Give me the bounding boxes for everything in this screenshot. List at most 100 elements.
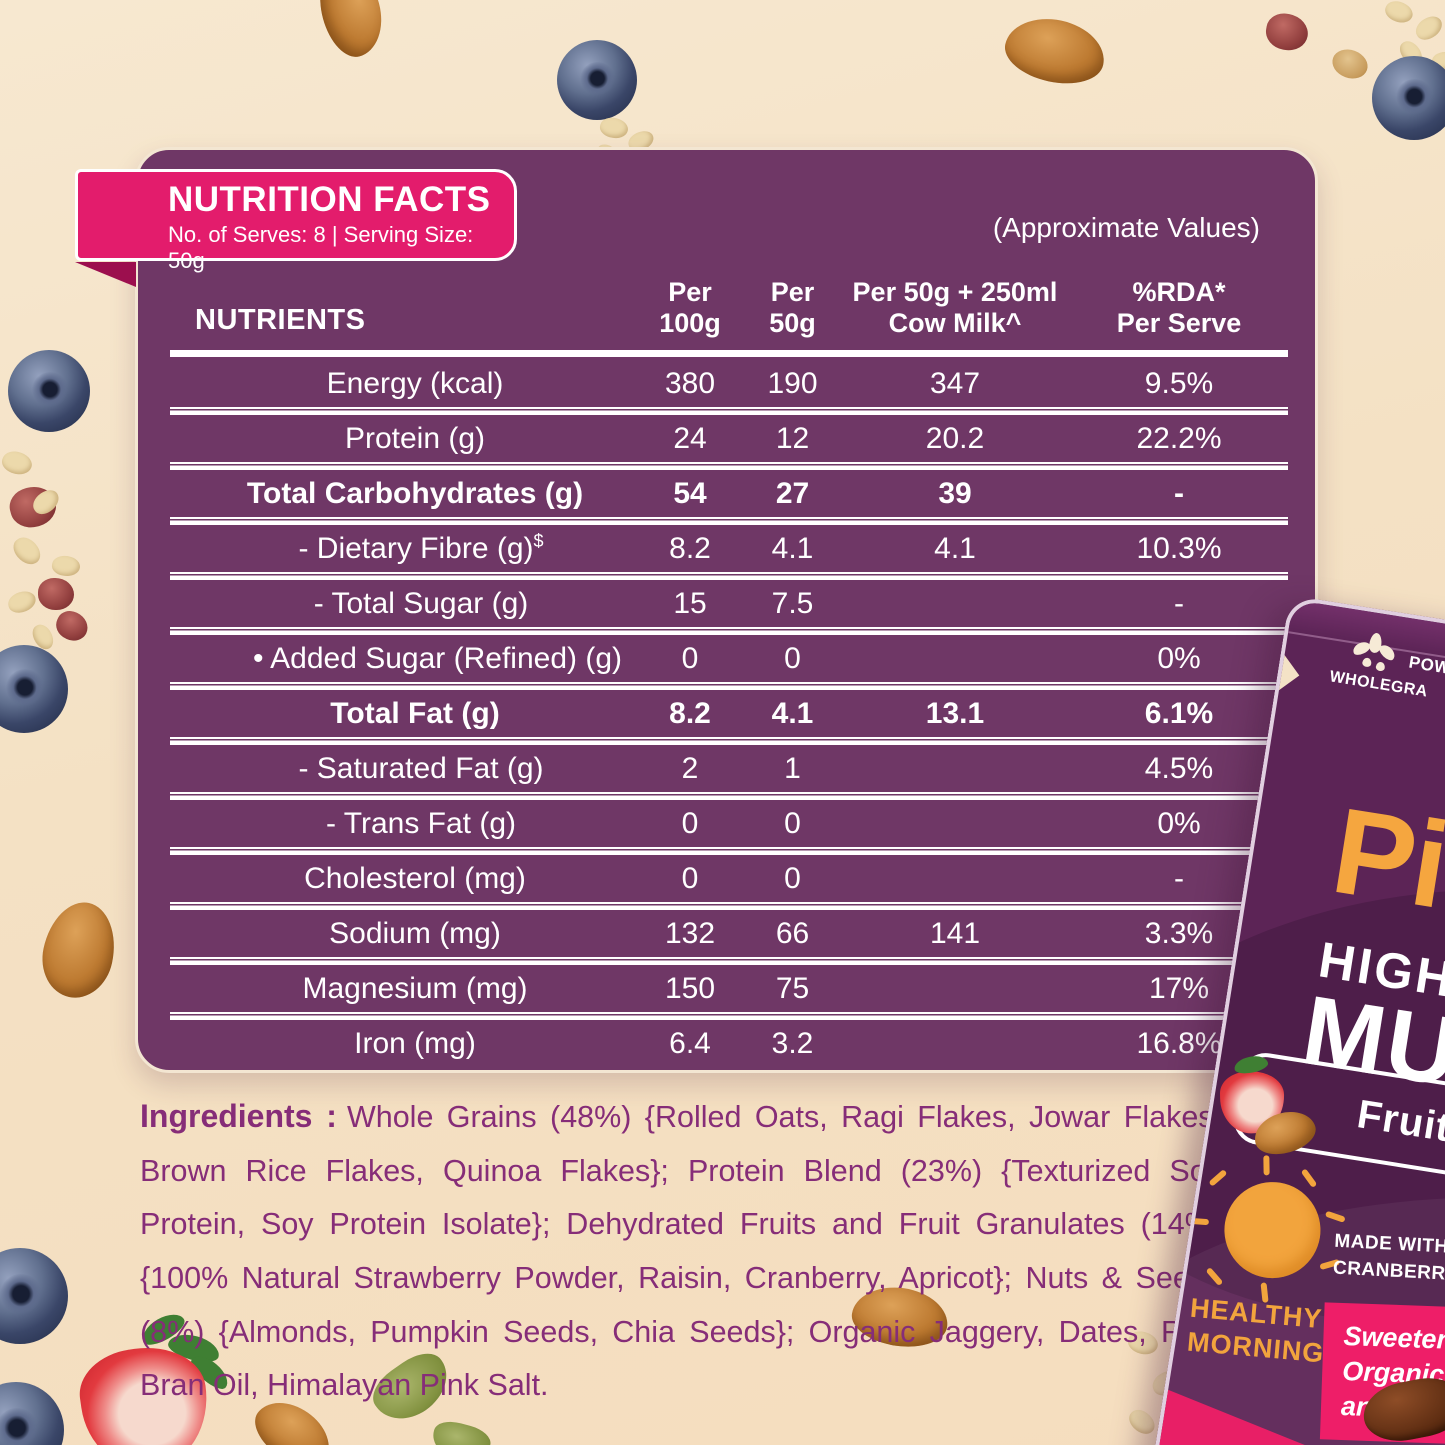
value-per-100g: 8.2 [669,696,711,730]
col-header-line: Per [668,276,712,307]
value-with-milk: 20.2 [925,421,985,455]
peanut-image [1328,44,1372,84]
oat-flake-image [1411,12,1445,44]
value-per-50g: 66 [775,916,810,950]
row-separator [170,902,1288,910]
value-rda: 17% [1148,971,1210,1005]
nutrient-label: Total Fat (g) [330,696,500,730]
col-header-rda: %RDA* Per Serve [1070,277,1288,345]
almond-image [999,10,1111,92]
row-separator [170,517,1288,525]
value-per-100g: 8.2 [669,531,711,565]
value-with-milk: 39 [938,476,972,510]
value-rda: 3.3% [1144,916,1214,950]
row-separator [170,737,1288,745]
table-row: • Added Sugar (Refined) (g) 0 0 0% [170,635,1288,682]
table-row: - Dietary Fibre (g)$ 8.2 4.1 4.1 10.3% [170,525,1288,572]
value-per-50g: 190 [767,366,818,400]
pouch-logo-line1: POWER [1407,652,1445,682]
blueberry-image [8,350,90,432]
value-with-milk: 347 [929,366,981,400]
value-rda: 10.3% [1136,531,1222,565]
value-per-100g: 15 [673,586,707,620]
header-rule [170,350,1288,357]
almond-image [34,895,124,1005]
oat-flake-image [50,553,82,579]
nutrient-label: Iron (mg) [354,1026,476,1060]
table-row: - Total Sugar (g) 15 7.5 - [170,580,1288,627]
value-per-50g: 0 [784,861,801,895]
nutrient-label: Cholesterol (mg) [304,861,526,895]
value-per-100g: 380 [664,366,716,400]
blueberry-image [557,40,637,120]
ingredients-label: Ingredients : [140,1098,337,1134]
nutrient-label: - Total Sugar (g) [313,586,529,620]
value-rda: 16.8% [1136,1026,1222,1060]
nutrient-label: - Dietary Fibre (g)$ [170,531,635,566]
col-header-line: %RDA* [1132,276,1226,307]
row-separator [170,682,1288,690]
table-row: - Trans Fat (g) 0 0 0% [170,800,1288,847]
value-rda: 6.1% [1144,696,1214,730]
value-with-milk: 141 [929,916,981,950]
col-header-per-100g: Per 100g [635,277,745,345]
value-per-50g: 75 [775,971,810,1005]
value-with-milk: 13.1 [925,696,985,730]
row-separator [170,957,1288,965]
nutrition-panel [135,147,1318,1073]
nutrient-label: Magnesium (mg) [302,971,528,1005]
sun-ray [1188,1217,1210,1226]
nutrition-table: Energy (kcal) 380 190 347 9.5% Protein (… [170,360,1288,1067]
dried-cranberry-image [1263,10,1311,54]
col-header-line: Per 50g + 250ml [852,276,1058,307]
oat-flake-image [5,588,39,616]
nutrition-facts-badge: NUTRITION FACTS No. of Serves: 8 | Servi… [75,169,517,273]
row-separator [170,462,1288,470]
value-per-50g: 0 [784,806,801,840]
nutrient-label: Energy (kcal) [326,366,504,400]
value-rda: 9.5% [1144,366,1214,400]
row-separator [170,1012,1288,1020]
col-header-line: Per Serve [1116,307,1242,338]
table-row: - Saturated Fat (g) 2 1 4.5% [170,745,1288,792]
blueberry-image [0,1382,64,1445]
pumpkin-seed-image [428,1417,494,1445]
value-per-100g: 2 [681,751,699,785]
table-row: Energy (kcal) 380 190 347 9.5% [170,360,1288,407]
table-row: Iron (mg) 6.4 3.2 16.8% [170,1020,1288,1067]
nutrition-facts-title: NUTRITION FACTS [168,180,491,219]
value-rda: - [1174,476,1184,510]
value-with-milk: 4.1 [934,531,976,565]
row-separator [170,627,1288,635]
col-header-line: 50g [769,307,816,338]
nutrient-label: Total Carbohydrates (g) [246,476,584,510]
value-rda: - [1174,586,1184,620]
variant-label: Fruit & Nut [1354,1092,1445,1170]
nutrient-label: - Trans Fat (g) [325,806,517,840]
col-header-line: Cow Milk^ [888,307,1022,338]
value-per-50g: 3.2 [771,1026,814,1060]
value-rda: 22.2% [1136,421,1222,455]
serving-info: No. of Serves: 8 | Serving Size: 50g [168,221,474,273]
footnote-marker: $ [533,531,544,551]
oat-flake-image [0,447,35,479]
table-row: Cholesterol (mg) 0 0 - [170,855,1288,902]
value-per-50g: 0 [784,641,801,675]
value-per-50g: 4.1 [771,531,814,565]
sun-ray [1263,1155,1270,1176]
dried-cranberry-image [38,578,74,610]
row-separator [170,792,1288,800]
ingredients-text: Whole Grains (48%) {Rolled Oats, Ragi Fl… [140,1100,1223,1403]
table-row: Total Fat (g) 8.2 4.1 13.1 6.1% [170,690,1288,737]
nutrient-label: Sodium (mg) [329,916,501,950]
value-per-100g: 0 [681,641,699,675]
blueberry-image [1372,56,1445,140]
value-rda: 0% [1157,641,1201,675]
value-rda: 0% [1157,806,1201,840]
ingredients-paragraph: Ingredients : Whole Grains (48%) {Rolled … [140,1088,1222,1413]
value-rda: - [1174,861,1184,895]
table-row: Magnesium (mg) 150 75 17% [170,965,1288,1012]
approximate-values-note: (Approximate Values) [992,212,1260,243]
oat-flake-image [1382,0,1416,27]
value-per-50g: 4.1 [771,696,814,730]
